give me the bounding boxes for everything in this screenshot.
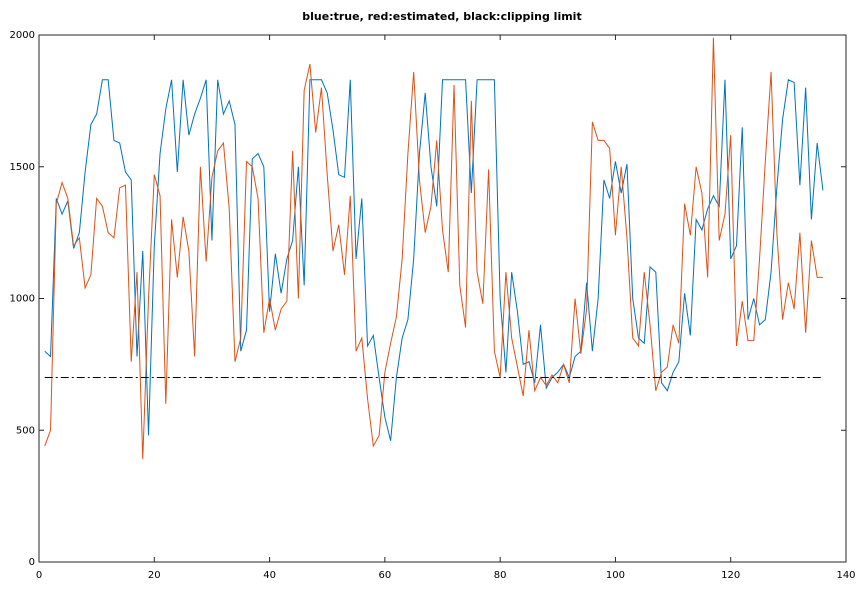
y-tick-label: 1500 xyxy=(10,162,35,173)
x-tick-label: 100 xyxy=(606,570,625,581)
x-tick-label: 20 xyxy=(148,570,161,581)
series-line xyxy=(44,79,824,441)
x-tick-label: 0 xyxy=(36,570,42,581)
x-tick-label: 120 xyxy=(721,570,740,581)
y-tick-label: 2000 xyxy=(10,30,35,41)
x-tick-label: 140 xyxy=(836,570,855,581)
y-tick-label: 500 xyxy=(16,425,35,436)
x-tick-label: 60 xyxy=(378,570,391,581)
series-line xyxy=(44,37,823,460)
y-tick-label: 1000 xyxy=(10,294,35,305)
chart-title: blue:true, red:estimated, black:clipping… xyxy=(302,10,581,23)
x-tick-label: 40 xyxy=(263,570,276,581)
x-tick-label: 80 xyxy=(494,570,507,581)
y-tick-label: 0 xyxy=(29,557,35,568)
